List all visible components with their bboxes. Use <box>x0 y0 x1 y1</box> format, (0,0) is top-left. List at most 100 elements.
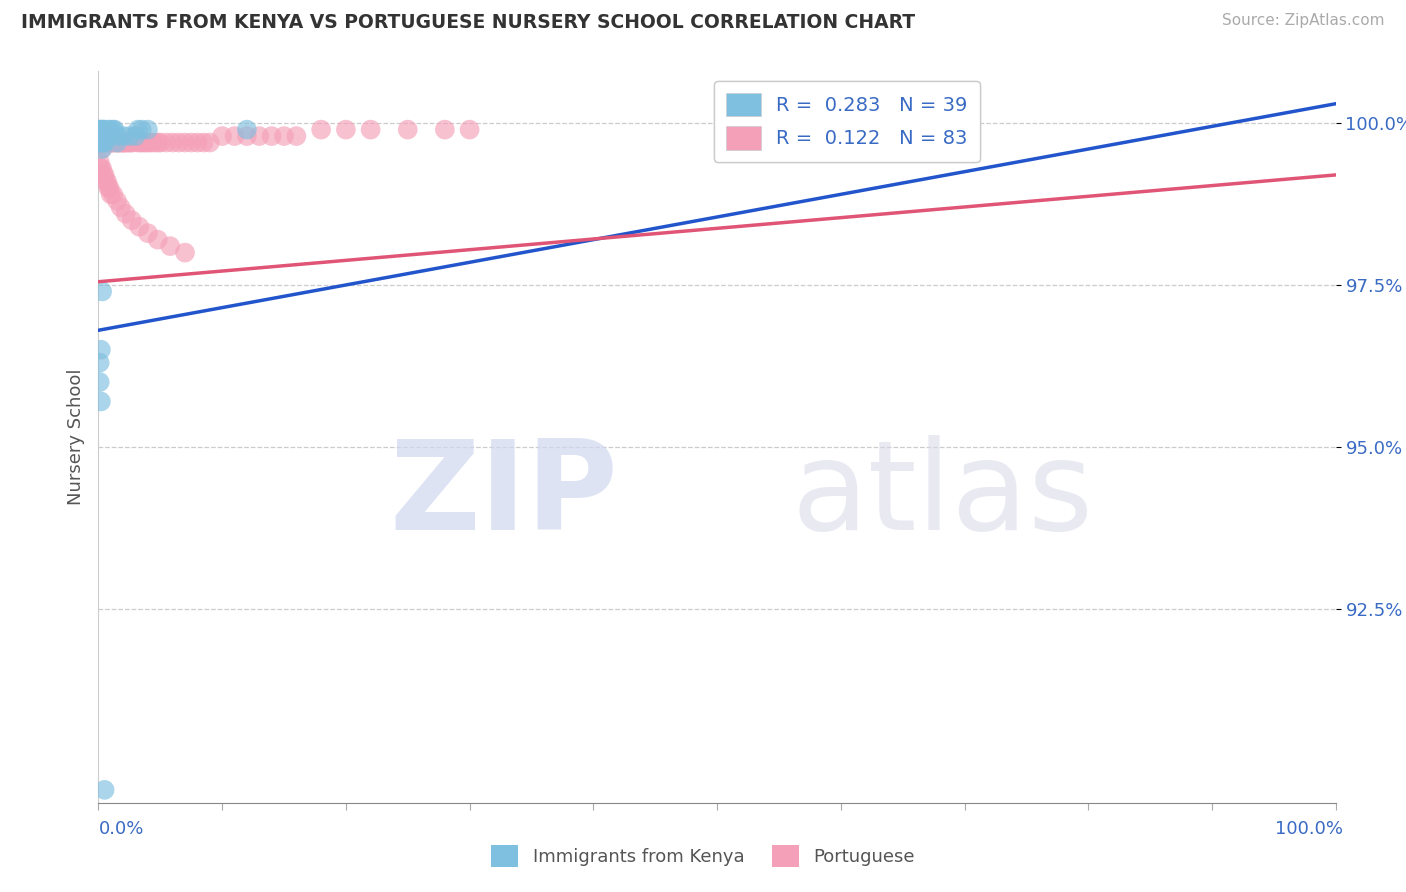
Point <box>93 129 115 144</box>
Point <box>100 129 122 144</box>
Point <box>129 136 152 150</box>
Point <box>159 239 181 253</box>
Point <box>167 136 190 150</box>
Point <box>103 122 125 136</box>
Point <box>111 136 134 150</box>
Point <box>124 129 146 144</box>
Text: 100.0%: 100.0% <box>1275 820 1343 838</box>
Point <box>93 129 115 144</box>
Point <box>90 136 112 150</box>
Point <box>90 136 112 150</box>
Point <box>186 136 208 150</box>
Point <box>120 136 142 150</box>
Point <box>247 129 270 144</box>
Point <box>93 129 115 144</box>
Point <box>105 129 128 144</box>
Point <box>91 142 114 156</box>
Point <box>285 129 308 144</box>
Point <box>110 136 132 150</box>
Point <box>112 136 135 150</box>
Point <box>98 129 121 144</box>
Point <box>458 122 481 136</box>
Legend: R =  0.283   N = 39, R =  0.122   N = 83: R = 0.283 N = 39, R = 0.122 N = 83 <box>714 81 980 161</box>
Point <box>127 122 149 136</box>
Text: Source: ZipAtlas.com: Source: ZipAtlas.com <box>1222 13 1385 29</box>
Point <box>101 136 124 150</box>
Point <box>103 136 125 150</box>
Point <box>89 136 111 150</box>
Point <box>93 122 115 136</box>
Point <box>90 129 112 144</box>
Point <box>91 122 114 136</box>
Point <box>96 129 118 144</box>
Point <box>87 129 110 144</box>
Point <box>260 129 283 144</box>
Point <box>335 122 357 136</box>
Point <box>97 136 120 150</box>
Point <box>236 129 259 144</box>
Point <box>103 136 125 150</box>
Point <box>89 122 111 136</box>
Point <box>174 245 197 260</box>
Point <box>136 136 159 150</box>
Point <box>97 181 120 195</box>
Point <box>198 136 221 150</box>
Point <box>224 129 246 144</box>
Point <box>115 136 138 150</box>
Point <box>91 136 114 150</box>
Point <box>114 207 136 221</box>
Point <box>98 136 121 150</box>
Point <box>193 136 215 150</box>
Point <box>94 129 117 144</box>
Point <box>89 356 111 370</box>
Point <box>162 136 184 150</box>
Point <box>103 187 125 202</box>
Point <box>97 129 120 144</box>
Point <box>143 136 166 150</box>
Point <box>93 136 115 150</box>
Point <box>93 168 115 182</box>
Point <box>136 226 159 240</box>
Point <box>105 136 128 150</box>
Y-axis label: Nursery School: Nursery School <box>66 368 84 506</box>
Text: atlas: atlas <box>792 435 1094 556</box>
Point <box>91 161 114 176</box>
Point <box>98 181 121 195</box>
Point <box>122 136 145 150</box>
Point <box>91 142 114 156</box>
Point <box>180 136 202 150</box>
Point <box>90 122 112 136</box>
Legend: Immigrants from Kenya, Portuguese: Immigrants from Kenya, Portuguese <box>484 838 922 874</box>
Point <box>134 136 156 150</box>
Point <box>127 136 149 150</box>
Point <box>149 136 172 150</box>
Point <box>89 136 111 150</box>
Point <box>309 122 332 136</box>
Point <box>90 161 112 176</box>
Point <box>132 136 155 150</box>
Point <box>396 122 419 136</box>
Point <box>103 122 125 136</box>
Point <box>146 136 169 150</box>
Point <box>89 155 111 169</box>
Point <box>273 129 295 144</box>
Point <box>139 136 162 150</box>
Point <box>114 136 136 150</box>
Point <box>124 129 146 144</box>
Point <box>108 136 131 150</box>
Point <box>100 136 122 150</box>
Point <box>112 129 135 144</box>
Point <box>90 129 112 144</box>
Point <box>89 129 111 144</box>
Point <box>91 285 114 299</box>
Point <box>90 394 112 409</box>
Point <box>93 122 115 136</box>
Point <box>97 129 120 144</box>
Point <box>155 136 177 150</box>
Point <box>93 129 115 144</box>
Point <box>94 136 117 150</box>
Point <box>128 219 150 234</box>
Point <box>100 187 122 202</box>
Point <box>91 129 114 144</box>
Point <box>100 122 122 136</box>
